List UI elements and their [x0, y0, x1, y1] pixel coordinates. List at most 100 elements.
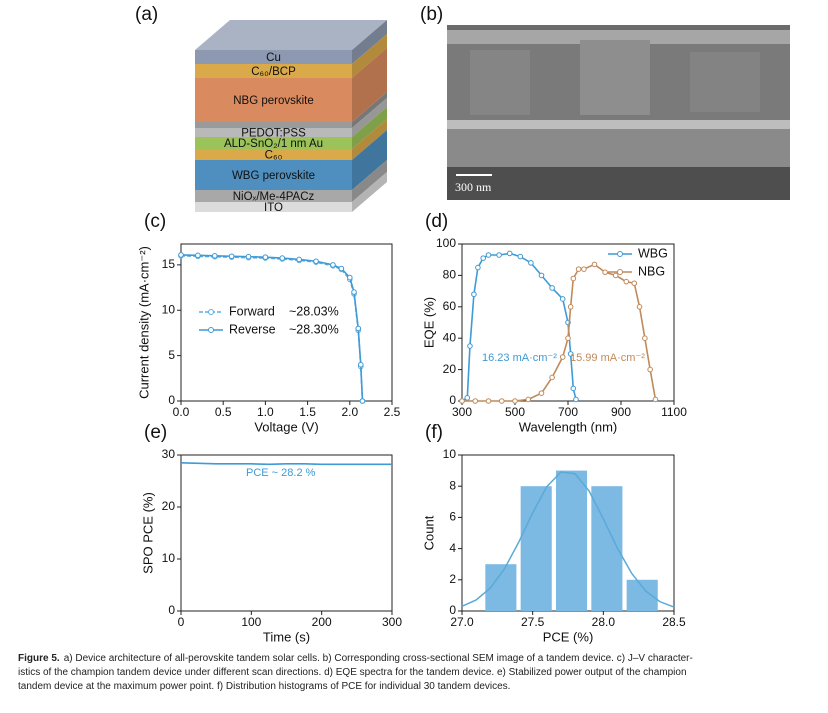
layer-side	[352, 107, 387, 149]
data-point	[612, 272, 619, 279]
data-line	[180, 254, 364, 402]
data-point	[642, 335, 648, 342]
data-point	[565, 335, 571, 342]
plot-frame	[180, 243, 393, 402]
thin-layer	[195, 122, 352, 128]
y-tick-label: 20	[162, 499, 176, 513]
layer-label: NiOₓ/Me-4PACz	[233, 191, 315, 203]
data-point	[330, 262, 336, 268]
y-tick-label: 0	[449, 603, 456, 617]
x-tick-label: 28.5	[662, 615, 686, 629]
data-point	[623, 278, 630, 285]
layer-shade	[352, 119, 387, 160]
data-point	[631, 280, 638, 287]
layer-front	[195, 50, 352, 64]
layer-shade	[352, 172, 387, 212]
data-line	[462, 263, 657, 402]
data-point	[538, 272, 545, 279]
x-tick-label: 100	[241, 615, 261, 629]
data-point	[485, 398, 492, 404]
layer-side	[352, 98, 387, 137]
x-tick-label: 700	[558, 405, 578, 419]
annotation: 15.99 mA·cm⁻²	[570, 352, 645, 364]
sem-image	[447, 25, 790, 200]
panel-label: (b)	[420, 4, 443, 25]
legend-value: ~28.30%	[289, 322, 339, 336]
data-point	[559, 354, 566, 360]
panel-label: (c)	[144, 211, 166, 232]
caption-label: Figure 5.	[18, 653, 60, 664]
y-axis-label: Current density (mA·cm⁻²)	[136, 246, 151, 399]
data-point	[652, 396, 659, 403]
layer-shade	[352, 160, 387, 202]
y-tick-label: 0	[168, 603, 175, 617]
layer-front	[195, 190, 352, 202]
data-line	[461, 252, 577, 402]
panel-label: (d)	[425, 211, 448, 232]
panel-label: (e)	[144, 422, 167, 443]
chart: (c) Voltage (V) Current density (mA·cm⁻²) 0…	[136, 211, 400, 434]
x-tick-label: 300	[382, 615, 402, 629]
data-point	[471, 291, 477, 298]
layer-front	[195, 160, 352, 190]
data-point	[496, 252, 502, 258]
layer-label: ITO	[264, 202, 283, 214]
x-tick-label: 0	[178, 615, 185, 629]
legend-label: WBG	[638, 246, 668, 260]
panel-label: (f)	[425, 422, 443, 443]
data-point	[178, 252, 184, 258]
layer-side	[352, 119, 387, 160]
annotation: 16.23 mA·cm⁻²	[482, 352, 557, 364]
caption: Figure 5. a) Device architecture of all-p…	[18, 652, 818, 694]
data-line	[461, 471, 675, 608]
data-point	[567, 351, 574, 357]
y-tick-label: 5	[168, 348, 175, 362]
figure: (a) (b) 300 nm Cu C₆₀/BCP NBG perovskite PE…	[135, 4, 790, 644]
x-tick-label: 2.0	[341, 405, 358, 419]
data-point	[575, 266, 582, 272]
data-point	[262, 254, 269, 260]
legend-marker	[617, 251, 623, 257]
x-tick-label: 500	[505, 405, 525, 419]
data-point	[485, 252, 492, 258]
data-point	[467, 343, 473, 349]
x-axis-label: PCE (%)	[543, 629, 594, 644]
legend-marker	[208, 309, 214, 315]
caption-line: Figure 5. a) Device architecture of all-p…	[18, 652, 818, 666]
layer-side	[352, 48, 387, 122]
layer-front	[195, 137, 352, 149]
legend-label: Forward	[229, 304, 275, 318]
x-axis-label: Time (s)	[263, 629, 310, 644]
layer-front	[195, 64, 352, 78]
layer-top	[195, 20, 387, 50]
legend-marker	[208, 327, 214, 333]
scale-bar-label: 300 nm	[455, 180, 492, 194]
x-tick-label: 2.5	[384, 405, 401, 419]
y-tick-label: 15	[162, 257, 176, 271]
layer-label: ALD-SnO₂/1 nm Au	[224, 138, 323, 150]
layer-front	[195, 128, 352, 137]
data-point	[313, 258, 319, 265]
x-tick-label: 27.5	[521, 615, 545, 629]
layer-side	[352, 130, 387, 190]
layer-shade	[352, 20, 387, 64]
data-point	[359, 398, 366, 404]
data-point	[581, 266, 587, 272]
data-point	[228, 253, 235, 260]
data-point	[245, 253, 252, 260]
layer-label: C₆₀/BCP	[251, 66, 296, 78]
data-point	[475, 264, 481, 271]
data-point	[602, 269, 608, 276]
data-point	[459, 398, 465, 404]
data-point	[506, 250, 513, 257]
y-tick-label: 20	[443, 362, 457, 376]
data-point	[195, 252, 201, 259]
layer-shade	[352, 107, 387, 149]
y-axis-label: Count	[421, 515, 436, 550]
layer-front	[195, 149, 352, 160]
layer-shade	[352, 48, 387, 122]
y-tick-label: 10	[162, 302, 176, 316]
x-tick-label: 1.5	[299, 405, 316, 419]
y-tick-label: 30	[162, 447, 176, 461]
histogram-bar	[626, 579, 658, 611]
